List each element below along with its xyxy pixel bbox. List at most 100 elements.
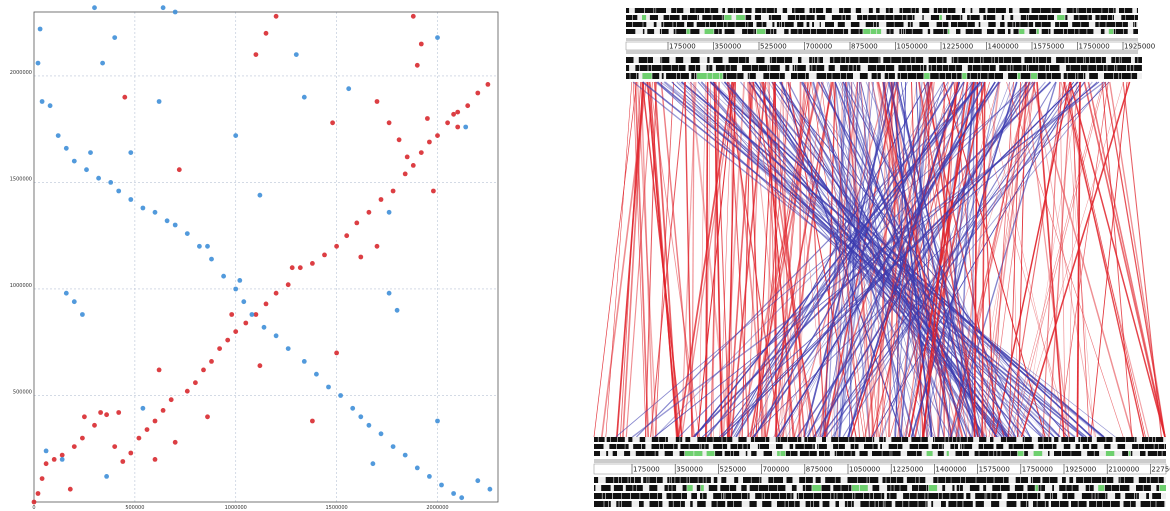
gene-feature: [938, 8, 942, 13]
gene-feature: [739, 57, 746, 63]
gene-feature: [748, 22, 753, 27]
gene-feature: [648, 57, 653, 63]
gene-feature: [1131, 65, 1134, 71]
gene-feature: [962, 8, 965, 13]
gene-feature: [929, 65, 931, 71]
gene-feature: [759, 485, 768, 491]
gene-feature: [715, 451, 722, 456]
gene-feature: [1050, 65, 1060, 71]
gene-feature: [643, 29, 645, 34]
gene-feature: [707, 437, 713, 442]
gene-feature: [859, 57, 868, 63]
gene-feature: [789, 501, 795, 507]
gene-feature: [990, 65, 996, 71]
gene-feature: [907, 451, 916, 456]
gene-feature: [919, 485, 927, 491]
forward-match-point: [397, 137, 402, 142]
gene-feature: [1126, 437, 1135, 442]
gene-feature: [1084, 73, 1085, 79]
gene-feature: [910, 493, 917, 499]
forward-match-point: [104, 412, 109, 417]
forward-match-point: [264, 31, 269, 36]
gene-feature: [844, 493, 853, 499]
gene-feature: [846, 15, 851, 20]
gene-feature: [992, 57, 994, 63]
gene-feature: [902, 29, 903, 34]
gene-feature: [1036, 57, 1038, 63]
gene-feature: [913, 29, 923, 34]
gene-feature: [680, 451, 685, 456]
gene-feature: [954, 57, 958, 63]
gene-feature: [842, 15, 845, 20]
forward-match-point: [201, 368, 206, 373]
gene-feature: [1029, 22, 1034, 27]
forward-match-point: [32, 500, 37, 505]
gene-feature: [636, 451, 645, 456]
reverse-match-point: [258, 193, 263, 198]
gene-feature: [1007, 493, 1016, 499]
gene-feature: [697, 501, 706, 507]
gene-feature: [1023, 493, 1027, 499]
gene-feature: [1098, 493, 1105, 499]
gene-feature: [731, 444, 738, 449]
gene-feature: [702, 444, 705, 449]
gene-feature: [1076, 444, 1080, 449]
gene-feature: [609, 501, 611, 507]
gene-feature: [957, 493, 963, 499]
gene-feature: [1117, 65, 1126, 71]
gene-feature: [1159, 444, 1165, 449]
reverse-match-point: [302, 95, 307, 100]
gene-feature: [1106, 437, 1112, 442]
gene-feature: [961, 15, 963, 20]
gene-feature: [624, 451, 630, 456]
gene-feature: [958, 57, 968, 63]
gene-feature: [815, 57, 817, 63]
reverse-match-point: [100, 61, 105, 66]
gene-feature: [787, 493, 791, 499]
forward-match-point: [310, 419, 315, 424]
gene-feature: [1152, 493, 1161, 499]
gene-feature: [751, 437, 754, 442]
gene-feature: [835, 451, 837, 456]
gene-feature: [810, 451, 817, 456]
gene-feature: [661, 22, 663, 27]
gene-feature: [822, 493, 831, 499]
bottom-ruler-label: 350000: [676, 466, 703, 474]
gene-feature: [1029, 29, 1036, 34]
gene-feature: [700, 493, 703, 499]
gene-feature: [992, 485, 1000, 491]
gene-feature: [929, 485, 937, 491]
reverse-match-point: [237, 278, 242, 283]
gene-feature: [924, 65, 927, 71]
forward-match-point: [153, 457, 158, 462]
gene-feature: [1126, 15, 1135, 20]
gene-feature: [1049, 29, 1051, 34]
direct-link: [606, 82, 632, 437]
forward-match-point: [44, 461, 49, 466]
gene-feature: [976, 501, 984, 507]
gene-feature: [1044, 444, 1053, 449]
gene-feature: [1088, 65, 1096, 71]
gene-feature: [1024, 451, 1028, 456]
bottom-ruler-label: 1225000: [892, 466, 923, 474]
gene-feature: [919, 22, 929, 27]
gene-feature: [656, 8, 666, 13]
gene-feature: [1111, 501, 1120, 507]
gene-feature: [780, 73, 785, 79]
gene-feature: [769, 485, 777, 491]
forward-match-point: [193, 380, 198, 385]
bottom-ruler-label: 1575000: [979, 466, 1010, 474]
gene-feature: [780, 451, 785, 456]
gene-feature: [894, 485, 899, 491]
gene-feature: [723, 444, 727, 449]
forward-match-point: [52, 457, 57, 462]
gene-feature: [759, 65, 768, 71]
reverse-match-point: [128, 197, 133, 202]
gene-feature: [713, 437, 721, 442]
gene-feature: [819, 57, 823, 63]
gene-feature: [774, 29, 777, 34]
gene-feature: [950, 493, 957, 499]
reverse-match-point: [72, 299, 77, 304]
forward-match-point: [72, 444, 77, 449]
gene-feature: [806, 73, 809, 79]
